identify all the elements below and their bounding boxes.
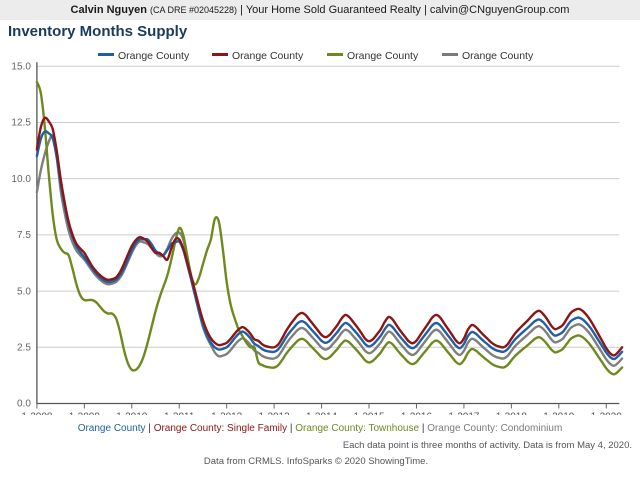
svg-text:1-2016: 1-2016 bbox=[401, 412, 433, 416]
svg-text:15.0: 15.0 bbox=[11, 61, 31, 72]
svg-text:10.0: 10.0 bbox=[11, 174, 31, 185]
svg-text:1-2018: 1-2018 bbox=[496, 412, 528, 416]
svg-text:1-2011: 1-2011 bbox=[164, 412, 195, 416]
svg-text:1-2009: 1-2009 bbox=[69, 412, 101, 416]
svg-text:1-2010: 1-2010 bbox=[116, 412, 148, 416]
svg-text:2.5: 2.5 bbox=[17, 342, 31, 353]
svg-text:1-2017: 1-2017 bbox=[448, 412, 480, 416]
svg-text:7.5: 7.5 bbox=[17, 230, 31, 241]
svg-text:1-2020: 1-2020 bbox=[591, 412, 623, 416]
svg-text:1-2014: 1-2014 bbox=[306, 412, 338, 416]
svg-text:1-2015: 1-2015 bbox=[353, 412, 385, 416]
svg-text:12.5: 12.5 bbox=[11, 118, 31, 129]
svg-text:1-2008: 1-2008 bbox=[21, 412, 53, 416]
svg-text:1-2019: 1-2019 bbox=[543, 412, 575, 416]
svg-text:5.0: 5.0 bbox=[17, 286, 31, 297]
svg-text:0.0: 0.0 bbox=[17, 399, 31, 410]
svg-text:1-2013: 1-2013 bbox=[259, 412, 291, 416]
svg-text:1-2012: 1-2012 bbox=[211, 412, 243, 416]
